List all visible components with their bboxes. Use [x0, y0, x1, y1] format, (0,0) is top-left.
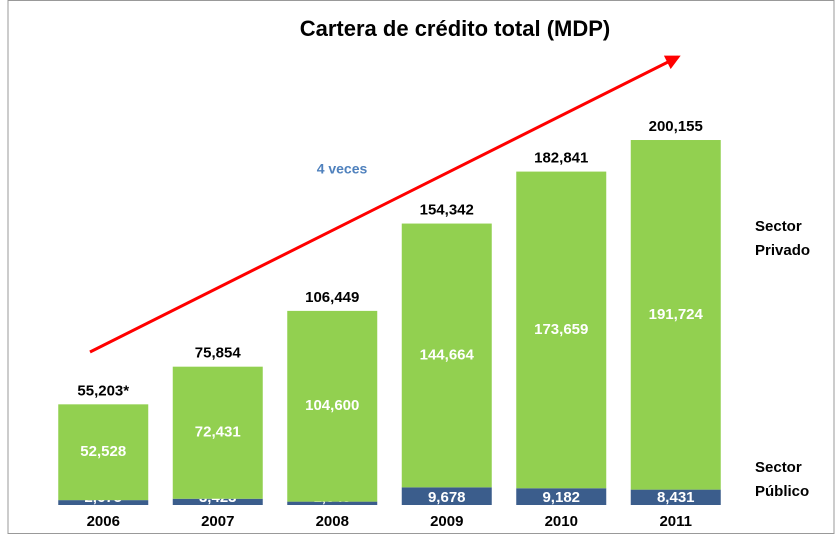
bar-segment — [630, 489, 721, 505]
legend-label: Sector Privado — [755, 218, 811, 259]
x-tick-label: 2011 — [659, 513, 692, 530]
x-tick-label: 2010 — [545, 513, 578, 530]
total-label: 154,342 — [420, 202, 474, 219]
total-label: 106,449 — [305, 289, 359, 306]
frame — [7, 0, 835, 534]
total-label: 55,203* — [77, 382, 129, 399]
value-label: 104,600 — [305, 397, 359, 414]
x-tick-label: 2008 — [316, 513, 349, 530]
value-label: 191,724 — [649, 306, 704, 323]
bar-segment — [287, 501, 378, 505]
bar-segment — [630, 140, 721, 490]
bar-segment — [172, 498, 263, 505]
value-label: 9,678 — [428, 489, 466, 506]
bar-segment — [58, 500, 149, 505]
value-label: 72,431 — [195, 424, 241, 441]
growth-arrow — [89, 55, 681, 354]
value-label: 144,664 — [420, 346, 475, 363]
total-label: 200,155 — [649, 118, 703, 135]
value-label: 8,431 — [657, 489, 695, 506]
annotation: 4 veces — [317, 161, 368, 177]
x-tick-label: 2006 — [87, 513, 120, 530]
bar-segment — [58, 404, 149, 501]
x-tick-label: 2009 — [430, 513, 463, 530]
value-label: 173,659 — [534, 321, 588, 338]
value-label: 9,182 — [542, 489, 580, 506]
value-label: 52,528 — [80, 443, 126, 460]
bar-segment — [172, 366, 263, 499]
bar-segment — [287, 310, 378, 502]
chart-title: Cartera de crédito total (MDP) — [300, 16, 611, 41]
bar-segment — [516, 171, 607, 489]
bar-segment — [401, 223, 492, 488]
total-label: 182,841 — [534, 150, 588, 167]
legend-label: Sector Público — [755, 459, 810, 500]
total-label: 75,854 — [195, 345, 242, 362]
x-tick-label: 2007 — [201, 513, 234, 530]
bar-segment — [516, 488, 607, 505]
bar-segment — [401, 487, 492, 505]
